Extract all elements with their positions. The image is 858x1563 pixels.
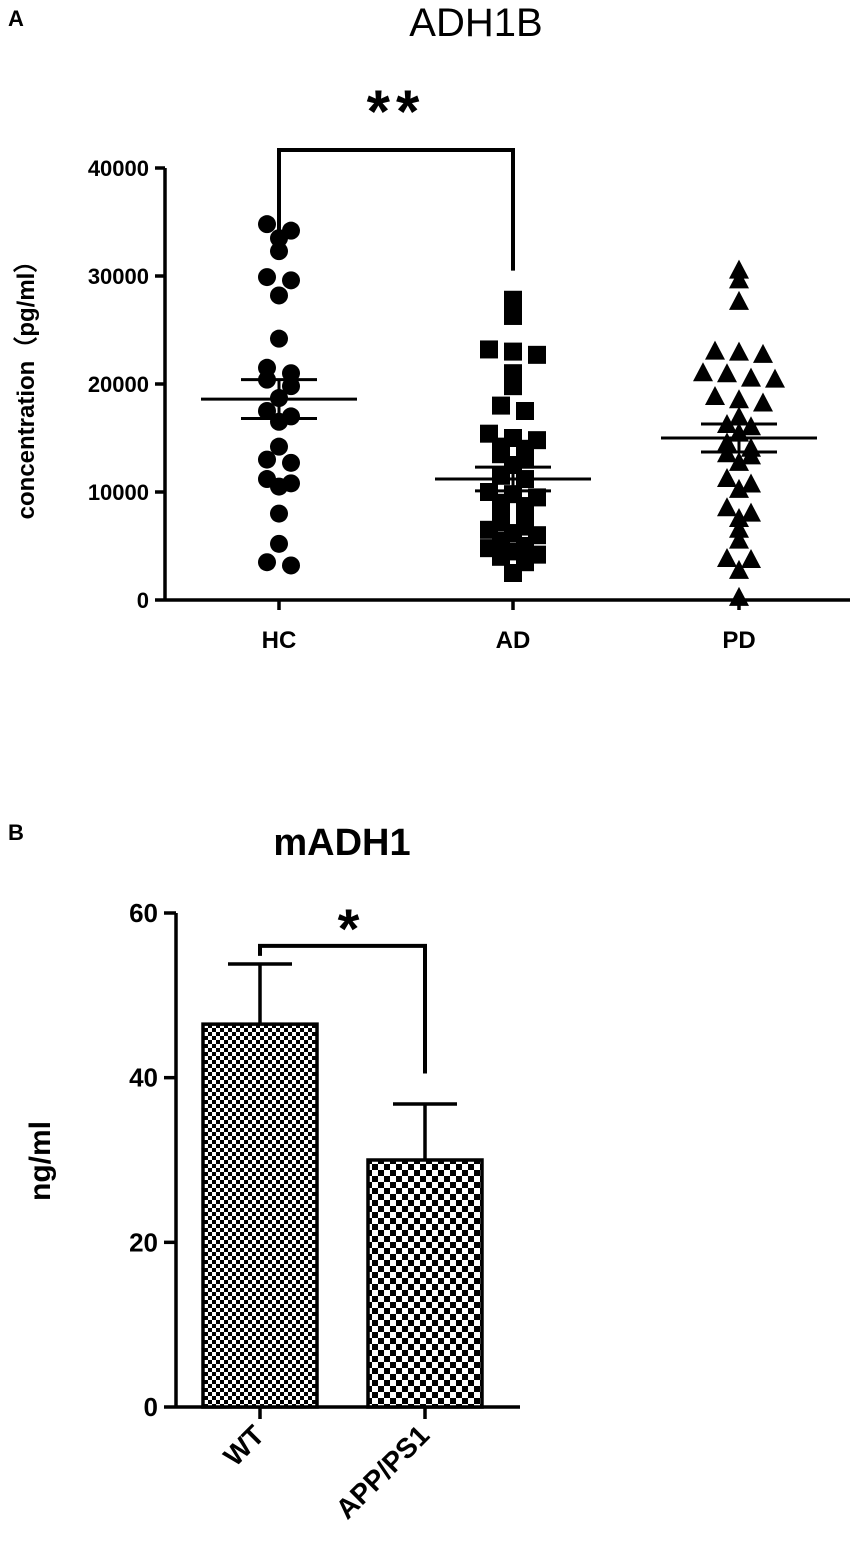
panel-a-point <box>741 502 761 522</box>
panel-a-point <box>258 402 276 420</box>
panel-a-point <box>717 497 737 517</box>
panel-a-point <box>258 268 276 287</box>
panel-b-letter: B <box>8 820 24 845</box>
panel-b-marks: * <box>201 897 484 1409</box>
panel-b-y-tick-label: 40 <box>129 1063 158 1093</box>
panel-b-bar <box>201 1022 319 1409</box>
panel-b: B mADH1 ng/ml 0 20 40 60 WT APP/PS1 * <box>8 820 520 1525</box>
panel-a-x-tick-label: PD <box>722 627 755 654</box>
panel-b-y-tick-label: 0 <box>144 1392 158 1422</box>
panel-a-point <box>258 215 276 234</box>
panel-a-axes: 0 10000 20000 30000 40000 HC AD PD <box>88 156 850 654</box>
panel-a-y-axis-label: concentration（pg/ml） <box>13 249 40 520</box>
panel-a-point <box>282 453 300 472</box>
panel-b-x-tick-label: WT <box>218 1419 271 1472</box>
panel-a-point <box>717 468 737 488</box>
panel-a-point <box>753 392 773 412</box>
panel-a-point <box>480 340 498 359</box>
panel-a-letter: A <box>8 6 24 31</box>
panel-a-y-tick-label: 10000 <box>88 480 149 505</box>
panel-b-y-tick-label: 60 <box>129 898 158 928</box>
panel-b-significance-label: * <box>338 897 360 960</box>
panel-a-x-tick-label: HC <box>262 627 297 654</box>
panel-a-point <box>729 478 749 498</box>
panel-a-point <box>282 377 300 396</box>
panel-a-point <box>741 416 761 436</box>
panel-a-y-tick-label: 0 <box>137 588 149 613</box>
panel-a-point <box>729 406 749 426</box>
panel-b-y-axis-label: ng/ml <box>24 1121 57 1201</box>
panel-b-title: mADH1 <box>273 822 410 864</box>
panel-a-point <box>282 271 300 290</box>
panel-a-point <box>504 342 522 361</box>
panel-a-point <box>753 343 773 363</box>
panel-a-point <box>492 396 510 415</box>
panel-a-point <box>270 329 288 348</box>
panel-a-point <box>504 306 522 325</box>
panel-a-point <box>729 586 749 606</box>
panel-a-significance-label: ** <box>367 78 426 145</box>
panel-a-point <box>729 341 749 361</box>
panel-a-point <box>258 358 276 377</box>
panel-a-x-tick-label: AD <box>496 627 531 654</box>
panel-b-bar <box>366 1158 484 1409</box>
panel-a-point <box>270 437 288 456</box>
panel-a: A ADH1B concentration（pg/ml） 0 10000 20000… <box>8 1 850 654</box>
panel-a-point <box>258 450 276 469</box>
panel-a-point <box>528 345 546 364</box>
panel-a-point <box>729 559 749 579</box>
panel-a-point <box>270 242 288 261</box>
panel-a-y-tick-label: 20000 <box>88 372 149 397</box>
panel-a-point <box>705 340 725 360</box>
panel-a-point <box>729 290 749 310</box>
panel-a-point <box>729 529 749 549</box>
panel-a-point <box>504 377 522 396</box>
panel-a-title: ADH1B <box>409 1 542 45</box>
panel-a-point <box>492 466 510 485</box>
panel-a-point <box>741 445 761 465</box>
panel-a-y-tick-label: 40000 <box>88 156 149 181</box>
panel-a-point <box>729 508 749 527</box>
panel-a-point <box>741 549 761 569</box>
panel-a-point <box>282 364 300 383</box>
panel-a-marks: ** <box>201 78 817 606</box>
panel-a-point <box>693 362 713 382</box>
panel-b-significance-bracket <box>258 943 427 1074</box>
panel-a-point <box>504 564 522 582</box>
panel-a-point <box>717 432 737 452</box>
panel-a-point <box>270 477 288 496</box>
panel-a-point <box>729 259 749 279</box>
panel-a-point <box>492 547 510 566</box>
panel-a-significance-bracket <box>277 148 515 271</box>
panel-a-point <box>717 363 737 383</box>
panel-a-point <box>270 286 288 305</box>
panel-a-point <box>258 553 276 572</box>
panel-a-point <box>729 389 749 409</box>
panel-a-point <box>741 473 761 493</box>
panel-a-point <box>729 518 749 538</box>
panel-a-point <box>504 290 522 309</box>
panel-a-point <box>516 402 534 420</box>
panel-a-point <box>729 269 749 289</box>
panel-a-point <box>741 367 761 387</box>
panel-a-point <box>729 451 749 471</box>
panel-b-x-tick-label: APP/PS1 <box>330 1419 436 1525</box>
panel-a-point <box>717 547 737 567</box>
panel-a-point <box>705 385 725 405</box>
panel-a-point <box>765 368 785 388</box>
panel-a-point <box>270 534 288 553</box>
panel-a-point <box>282 556 300 575</box>
panel-a-y-tick-label: 30000 <box>88 264 149 289</box>
panel-b-y-tick-label: 20 <box>129 1227 158 1257</box>
panel-a-point <box>270 504 288 523</box>
